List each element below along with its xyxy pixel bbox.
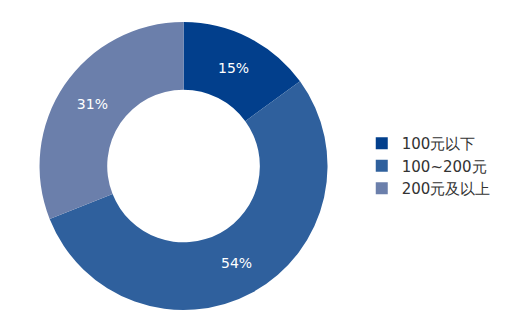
svg-text:200元及以上: 200元及以上 (402, 180, 491, 198)
svg-text:100元以下: 100元以下 (402, 135, 476, 153)
svg-text:15%: 15% (218, 60, 249, 76)
svg-text:100~200元: 100~200元 (402, 158, 487, 176)
svg-text:31%: 31% (77, 96, 108, 112)
svg-text:54%: 54% (221, 255, 252, 271)
